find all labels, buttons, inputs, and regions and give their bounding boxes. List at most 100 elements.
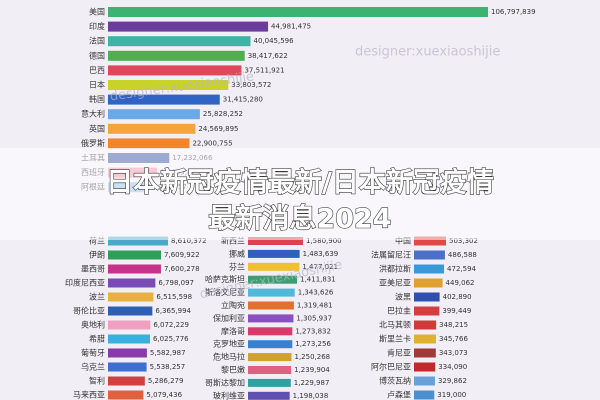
value-label: 8,610,372 [171, 237, 207, 245]
bar [108, 21, 269, 32]
bar [248, 249, 300, 258]
bar [108, 236, 168, 246]
overlay-title: 日本新冠疫情最新/日本新冠疫情 [106, 167, 494, 199]
bar-label: 哥伦比亚 [73, 306, 105, 316]
bar [108, 376, 145, 386]
value-label: 31,415,280 [223, 96, 263, 104]
bar-label: 哈萨克斯坦 [205, 274, 245, 284]
value-label: 1,343,626 [298, 289, 334, 297]
bar [414, 376, 435, 386]
bar [414, 306, 440, 316]
bar [248, 340, 293, 349]
bar [108, 94, 220, 105]
value-label: 1,229,987 [294, 379, 330, 387]
bar [248, 262, 300, 271]
bar-label: 新西兰 [221, 236, 245, 246]
bar [108, 390, 144, 400]
value-label: 1,305,937 [296, 314, 332, 322]
bar-label: 亚美尼亚 [379, 278, 411, 288]
value-label: 6,515,598 [156, 293, 192, 301]
bar [414, 264, 445, 274]
overlay-band [0, 148, 600, 240]
value-label: 6,072,229 [153, 321, 189, 329]
value-label: 399,449 [442, 307, 471, 315]
bar [108, 320, 151, 330]
value-label: 5,582,987 [150, 349, 186, 357]
value-label: 319,000 [437, 391, 466, 399]
bar-label: 波黑 [395, 292, 411, 302]
value-label: 38,417,622 [248, 52, 288, 60]
bar-label: 挪威 [229, 248, 245, 258]
bar [414, 236, 446, 246]
bar-label: 卢森堡 [387, 390, 411, 400]
bar-label: 巴拉圭 [387, 306, 411, 316]
bar [414, 390, 435, 400]
bar [414, 320, 437, 330]
bar-label: 美国 [89, 7, 105, 17]
bar-label: 中国 [395, 236, 411, 246]
bar [248, 327, 293, 336]
value-label: 44,981,475 [271, 23, 311, 31]
bar-label: 斯洛文尼亚 [205, 287, 245, 297]
value-label: 1,273,256 [295, 340, 331, 348]
bar [414, 292, 440, 302]
value-label: 472,594 [447, 265, 476, 273]
bar-label: 印度 [89, 21, 105, 31]
bar [108, 65, 242, 76]
value-label: 486,588 [448, 251, 477, 259]
bar-label: 奥地利 [81, 320, 105, 330]
bar [108, 348, 147, 358]
bar-label: 墨西哥 [81, 265, 105, 274]
value-label: 1,319,481 [297, 302, 333, 310]
bar-label: 印度尼西亚 [65, 278, 105, 288]
value-label: 7,609,922 [164, 251, 200, 259]
bar [108, 264, 161, 274]
bar [108, 109, 200, 120]
value-label: 6,798,097 [158, 279, 194, 287]
value-label: 6,025,776 [153, 335, 189, 343]
value-label: 1,273,832 [295, 327, 331, 335]
bar-label: 保加利亚 [213, 313, 245, 323]
value-label: 22,900,755 [192, 139, 232, 147]
value-label: 343,073 [439, 349, 468, 357]
bar-label: 法国 [89, 36, 105, 46]
bar-label: 哥斯达黎加 [205, 377, 245, 387]
bar [108, 278, 156, 288]
bar [108, 80, 229, 90]
bar [248, 275, 298, 284]
value-label: 449,062 [446, 279, 475, 287]
value-label: 33,803,572 [231, 81, 271, 89]
bar [414, 250, 445, 260]
value-label: 1,250,268 [294, 353, 330, 361]
bar [248, 288, 295, 297]
bar-label: 博茨瓦纳 [379, 376, 411, 386]
bar [414, 348, 436, 358]
bar-label: 希腊 [89, 334, 105, 344]
bar-label: 马来西亚 [73, 391, 105, 400]
bar [414, 362, 436, 372]
value-label: 5,079,436 [146, 391, 182, 399]
bar [248, 366, 292, 374]
bar [108, 7, 488, 17]
bar [108, 306, 153, 316]
bar [108, 36, 251, 47]
bar [248, 314, 294, 323]
bar [108, 334, 150, 344]
value-label: 106,797,839 [491, 8, 536, 16]
bar [108, 123, 196, 134]
bar-label: 危地马拉 [213, 352, 245, 362]
value-label: 402,890 [443, 293, 472, 301]
bar-label: 洪都拉斯 [379, 264, 411, 274]
bar-label: 乌克兰 [81, 362, 105, 372]
value-label: 5,538,257 [150, 363, 186, 371]
value-label: 7,600,278 [164, 265, 200, 273]
bar-label: 德国 [89, 50, 105, 60]
bar-label: 斯里兰卡 [379, 334, 411, 344]
bar-label: 立陶宛 [221, 300, 245, 310]
value-label: 6,365,994 [155, 307, 191, 315]
value-label: 334,090 [438, 363, 467, 371]
value-label: 348,215 [439, 321, 468, 329]
value-label: 1,198,038 [293, 392, 329, 400]
bar [248, 301, 294, 310]
